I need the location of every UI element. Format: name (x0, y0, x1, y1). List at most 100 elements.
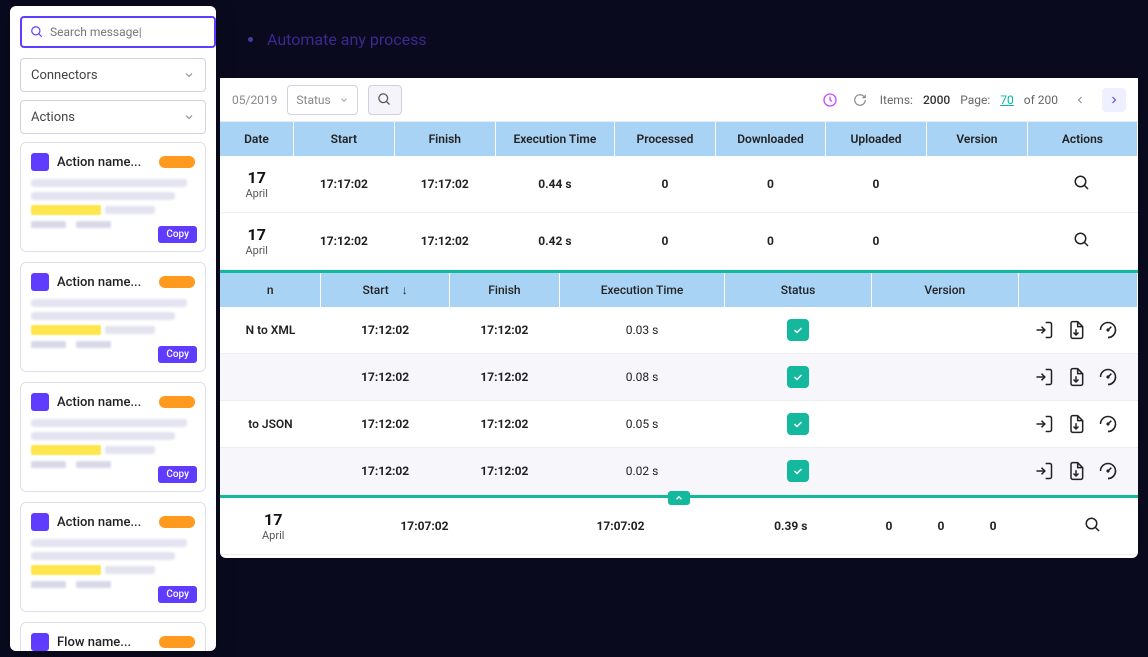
col-start[interactable]: Start (293, 122, 394, 156)
prev-page-button[interactable] (1068, 88, 1092, 112)
card-color-icon (31, 273, 49, 291)
meta-chip (76, 581, 111, 588)
meta-chip (76, 341, 111, 348)
exec-cell: 0.44 s (495, 156, 614, 213)
actions-dropdown[interactable]: Actions (20, 100, 206, 134)
view-icon[interactable] (1073, 174, 1091, 192)
col-status[interactable]: Status (725, 273, 872, 307)
meta-chip (76, 221, 111, 228)
file-out-icon[interactable] (1066, 320, 1086, 340)
search-button[interactable] (368, 85, 402, 115)
actions-cell (1027, 213, 1137, 270)
col-uploaded[interactable]: Uploaded (826, 122, 927, 156)
result-card[interactable]: Action name... Copy (20, 502, 206, 612)
refresh-icon[interactable] (850, 90, 870, 110)
file-out-icon[interactable] (1066, 414, 1086, 434)
card-title: Action name... (57, 275, 151, 290)
col-start[interactable]: Start ↓ (321, 273, 449, 307)
success-badge (787, 366, 809, 388)
collapse-button[interactable] (668, 491, 690, 505)
check-icon (792, 324, 804, 336)
connectors-label: Connectors (31, 68, 98, 83)
page-label: Page: (960, 93, 990, 107)
finish-cell: 17:17:02 (394, 156, 495, 213)
status-label: Status (296, 93, 330, 107)
table-row[interactable]: 17April 17:12:02 17:12:02 0.42 s 0 0 0 (220, 213, 1138, 270)
items-label: Items: (880, 93, 913, 107)
page-of: of 200 (1024, 93, 1058, 107)
expanded-section: nStart ↓FinishExecution TimeStatusVersio… (220, 270, 1138, 498)
col-execution-time[interactable]: Execution Time (495, 122, 614, 156)
start-cell: 17:07:02 (326, 498, 522, 555)
search-sidebar: Connectors Actions Action name... Copy A… (10, 6, 216, 651)
gauge-icon[interactable] (1098, 461, 1118, 481)
version-cell (926, 213, 1027, 270)
copy-button[interactable]: Copy (158, 466, 197, 483)
step-row[interactable]: to JSON 17:12:02 17:12:02 0.05 s (220, 401, 1138, 448)
chevron-down-icon (183, 69, 195, 81)
placeholder-line (31, 299, 187, 307)
file-out-icon[interactable] (1066, 461, 1086, 481)
date-cell: 17April (220, 498, 326, 555)
gauge-icon[interactable] (1098, 367, 1118, 387)
status-select[interactable]: Status (287, 85, 357, 115)
gauge-icon[interactable] (1098, 320, 1118, 340)
col-downloaded[interactable]: Downloaded (715, 122, 825, 156)
meta-chip (76, 461, 111, 468)
download-in-icon[interactable] (1034, 320, 1054, 340)
status-cell (725, 448, 872, 495)
runs-table: DateStartFinishExecution TimeProcessedDo… (220, 122, 1138, 270)
download-in-icon[interactable] (1034, 414, 1054, 434)
finish-cell: 17:12:02 (449, 307, 559, 354)
step-row[interactable]: 17:12:02 17:12:02 0.02 s (220, 448, 1138, 495)
step-row[interactable]: 17:12:02 17:12:02 0.08 s (220, 354, 1138, 401)
gauge-icon[interactable] (1098, 414, 1118, 434)
table-row[interactable]: 17April 17:07:02 17:07:02 0.39 s 0 0 0 (220, 498, 1138, 555)
table-row[interactable]: 17April 17:17:02 17:17:02 0.44 s 0 0 0 (220, 156, 1138, 213)
next-page-button[interactable] (1102, 88, 1126, 112)
col-finish[interactable]: Finish (394, 122, 495, 156)
success-badge (787, 319, 809, 341)
result-card[interactable]: Action name... Copy (20, 382, 206, 492)
result-card[interactable]: Action name... Copy (20, 262, 206, 372)
exec-cell: 0.08 s (559, 354, 724, 401)
search-input[interactable] (50, 25, 206, 39)
view-icon[interactable] (1073, 231, 1091, 249)
date-cell: 17April (220, 213, 293, 270)
version-cell (871, 354, 1018, 401)
result-card[interactable]: Action name... Copy (20, 142, 206, 252)
col-date[interactable]: Date (220, 122, 293, 156)
view-icon[interactable] (1084, 516, 1102, 534)
copy-button[interactable]: Copy (158, 226, 197, 243)
connectors-dropdown[interactable]: Connectors (20, 58, 206, 92)
col-actions[interactable]: Actions (1027, 122, 1137, 156)
version-cell (926, 156, 1027, 213)
start-cell: 17:12:02 (321, 448, 449, 495)
clock-icon[interactable] (820, 90, 840, 110)
downloaded-cell: 0 (715, 213, 825, 270)
highlight-match (31, 325, 101, 335)
download-in-icon[interactable] (1034, 367, 1054, 387)
finish-cell: 17:07:02 (523, 498, 719, 555)
col-actions[interactable] (1018, 273, 1137, 307)
file-out-icon[interactable] (1066, 367, 1086, 387)
col-processed[interactable]: Processed (615, 122, 716, 156)
actions-cell (1018, 307, 1137, 354)
col-execution-time[interactable]: Execution Time (559, 273, 724, 307)
col-version[interactable]: Version (871, 273, 1018, 307)
placeholder-line (31, 312, 175, 320)
step-row[interactable]: N to XML 17:12:02 17:12:02 0.03 s (220, 307, 1138, 354)
col-n[interactable]: n (220, 273, 321, 307)
copy-button[interactable]: Copy (158, 586, 197, 603)
col-version[interactable]: Version (926, 122, 1027, 156)
exec-cell: 0.42 s (495, 213, 614, 270)
result-card[interactable]: Flow name... (20, 622, 206, 651)
col-finish[interactable]: Finish (449, 273, 559, 307)
download-in-icon[interactable] (1034, 461, 1054, 481)
exec-cell: 0.05 s (559, 401, 724, 448)
exec-cell: 0.02 s (559, 448, 724, 495)
copy-button[interactable]: Copy (158, 346, 197, 363)
page-current[interactable]: 70 (1000, 93, 1014, 107)
start-cell: 17:17:02 (293, 156, 394, 213)
search-box[interactable] (20, 16, 216, 48)
